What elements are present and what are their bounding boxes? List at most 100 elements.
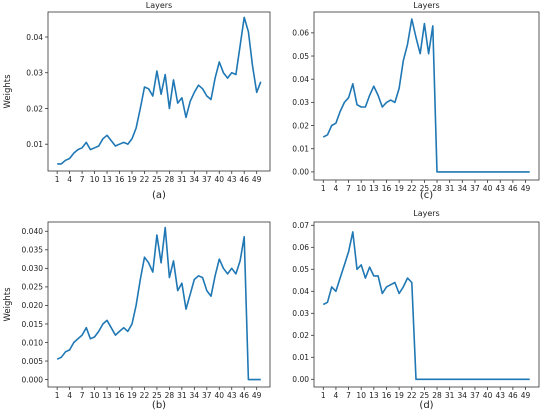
x-tick-label: 28 <box>165 391 175 400</box>
x-tick-label: 43 <box>495 184 505 193</box>
series-line <box>322 231 530 381</box>
y-tick-label: 0.030 <box>22 264 44 273</box>
x-tick-label: 7 <box>80 391 85 400</box>
plot-frame <box>313 221 540 388</box>
x-tick-label: 34 <box>458 184 468 193</box>
x-tick-label: 1 <box>55 175 60 184</box>
x-tick-label: 7 <box>80 175 85 184</box>
y-tick-label: 0.03 <box>26 69 43 78</box>
x-tick-label: 40 <box>483 391 493 400</box>
y-tick-label: 0.015 <box>22 320 44 329</box>
y-tick-label: 0.03 <box>292 309 309 318</box>
x-tick-label: 4 <box>67 175 72 184</box>
x-tick-label: 37 <box>202 391 212 400</box>
x-tick-label: 25 <box>152 175 162 184</box>
chart-title: Layers <box>146 1 172 10</box>
x-tick-label: 37 <box>202 175 212 184</box>
y-tick-label: 0.02 <box>292 121 309 130</box>
y-tick-label: 0.04 <box>292 75 309 84</box>
x-tick-label: 22 <box>140 175 150 184</box>
x-tick-label: 49 <box>521 391 531 400</box>
x-tick-label: 10 <box>356 391 366 400</box>
y-tick-label: 0.00 <box>292 168 309 177</box>
x-tick-label: 28 <box>165 175 175 184</box>
x-tick-label: 7 <box>346 391 351 400</box>
x-tick-label: 46 <box>508 184 518 193</box>
x-tick-label: 7 <box>346 184 351 193</box>
y-tick-label: 0.035 <box>22 246 44 255</box>
x-tick-label: 28 <box>432 391 442 400</box>
x-tick-label: 31 <box>445 391 455 400</box>
x-tick-label: 10 <box>90 391 100 400</box>
y-tick-label: 0.05 <box>292 265 309 274</box>
series-line <box>56 226 261 381</box>
y-axis-label: Weights <box>3 74 13 109</box>
x-tick-label: 46 <box>239 391 249 400</box>
chart-panel-1: Layers Weights 0.01 0.02 0.03 0.04 1 4 7 10 13 16 19… <box>3 1 271 201</box>
x-tick-label: 49 <box>252 391 262 400</box>
y-tick-label: 0.000 <box>22 375 44 384</box>
x-tick-label: 19 <box>127 175 137 184</box>
x-tick-label: 22 <box>407 391 417 400</box>
x-tick-label: 31 <box>177 391 187 400</box>
x-tick-label: 13 <box>102 175 112 184</box>
x-tick-label: 1 <box>55 391 60 400</box>
x-tick-label: 1 <box>321 184 326 193</box>
series-line <box>57 16 262 165</box>
x-tick-label: 13 <box>369 391 379 400</box>
panel-caption: (d) <box>419 400 433 411</box>
y-tick-label: 0.06 <box>292 29 309 38</box>
x-tick-label: 40 <box>483 184 493 193</box>
x-tick-label: 43 <box>227 391 237 400</box>
y-tick-label: 0.020 <box>22 301 44 310</box>
y-tick-label: 0.01 <box>26 140 43 149</box>
x-tick-label: 34 <box>190 175 200 184</box>
x-tick-label: 37 <box>470 184 480 193</box>
y-tick-label: 0.025 <box>22 283 44 292</box>
x-tick-label: 46 <box>239 175 249 184</box>
y-axis-label: Weights <box>3 287 13 322</box>
x-tick-label: 40 <box>214 175 224 184</box>
x-tick-label: 19 <box>394 391 404 400</box>
y-tick-label: 0.010 <box>22 338 44 347</box>
x-tick-label: 43 <box>495 391 505 400</box>
x-tick-label: 49 <box>521 184 531 193</box>
x-tick-label: 4 <box>334 391 339 400</box>
x-tick-label: 25 <box>420 391 430 400</box>
plot-frame <box>47 11 271 172</box>
y-tick-label: 0.07 <box>292 221 309 230</box>
x-tick-label: 4 <box>67 391 72 400</box>
chart-title: Layers <box>413 209 439 218</box>
x-tick-label: 34 <box>458 391 468 400</box>
x-tick-label: 16 <box>382 184 392 193</box>
x-tick-label: 19 <box>394 184 404 193</box>
y-tick-label: 0.02 <box>292 331 309 340</box>
x-tick-label: 43 <box>227 175 237 184</box>
x-tick-label: 13 <box>369 184 379 193</box>
y-tick-label: 0.05 <box>292 52 309 61</box>
x-tick-label: 10 <box>90 175 100 184</box>
y-tick-label: 0.01 <box>292 353 309 362</box>
x-tick-label: 1 <box>321 391 326 400</box>
x-tick-label: 40 <box>214 391 224 400</box>
x-tick-label: 16 <box>115 175 125 184</box>
panel-caption: (a) <box>152 190 166 201</box>
x-tick-label: 16 <box>382 391 392 400</box>
y-tick-label: 0.04 <box>292 287 309 296</box>
x-tick-label: 22 <box>140 391 150 400</box>
x-tick-label: 22 <box>407 184 417 193</box>
panel-caption: (c) <box>420 190 433 201</box>
x-tick-label: 25 <box>152 391 162 400</box>
chart-title: Layers <box>413 1 439 10</box>
y-tick-label: 0.02 <box>26 104 43 113</box>
x-tick-label: 49 <box>252 175 262 184</box>
y-tick-label: 0.01 <box>292 145 309 154</box>
x-tick-label: 13 <box>102 391 112 400</box>
x-tick-label: 37 <box>470 391 480 400</box>
chart-panel-3: Weights 0.000 0.005 0.010 0.015 0.020 0.025 0.0… <box>3 221 271 411</box>
x-tick-label: 28 <box>432 184 442 193</box>
x-tick-label: 4 <box>334 184 339 193</box>
y-tick-label: 0.06 <box>292 243 309 252</box>
